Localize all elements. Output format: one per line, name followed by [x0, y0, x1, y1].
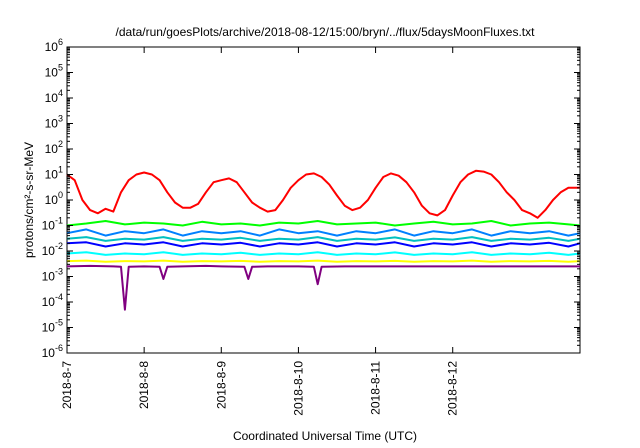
x-tick-label: 2018-8-9: [214, 361, 228, 409]
y-tick-label: 10-5: [42, 318, 63, 335]
series-line-7: [66, 259, 581, 263]
series-line-3: [66, 228, 581, 237]
series-line-4: [66, 236, 581, 242]
series-layer: [66, 169, 581, 311]
axis-layer: 106 105 104 103 102 101 100 10-1 10-2 10-3 10-4 10-…: [42, 37, 580, 416]
y-tick-label: 106: [45, 37, 63, 54]
plot-area: [66, 46, 581, 354]
y-axis-label: protons/cm²-s-sr-MeV: [22, 142, 36, 258]
x-tick-label: 2018-8-12: [446, 361, 460, 416]
series-line-1: [66, 169, 580, 219]
y-tick-label: 10-2: [42, 241, 63, 258]
series-line-2: [66, 220, 581, 227]
x-tick-label: 2018-8-10: [291, 361, 305, 416]
x-tick-label: 2018-8-8: [137, 361, 151, 409]
y-tick-label: 101: [45, 165, 63, 182]
y-tick-label: 105: [45, 63, 63, 80]
chart-title: /data/run/goesPlots/archive/2018-08-12/1…: [116, 25, 536, 39]
series-line-6: [66, 251, 581, 256]
x-axis-label: Coordinated Universal Time (UTC): [233, 429, 417, 443]
y-tick-label: 100: [45, 190, 63, 207]
y-tick-label: 102: [45, 139, 63, 156]
y-tick-label: 104: [45, 88, 63, 105]
y-tick-label: 10-4: [42, 292, 63, 309]
x-tick-label: 2018-8-11: [369, 361, 383, 415]
y-tick-label: 10-1: [42, 216, 63, 233]
series-line-5: [66, 241, 581, 248]
y-tick-label: 103: [45, 114, 63, 131]
x-tick-label: 2018-8-7: [60, 361, 74, 409]
y-tick-label: 10-3: [42, 267, 63, 284]
series-line-8: [66, 264, 580, 311]
y-tick-label: 10-6: [42, 343, 63, 360]
